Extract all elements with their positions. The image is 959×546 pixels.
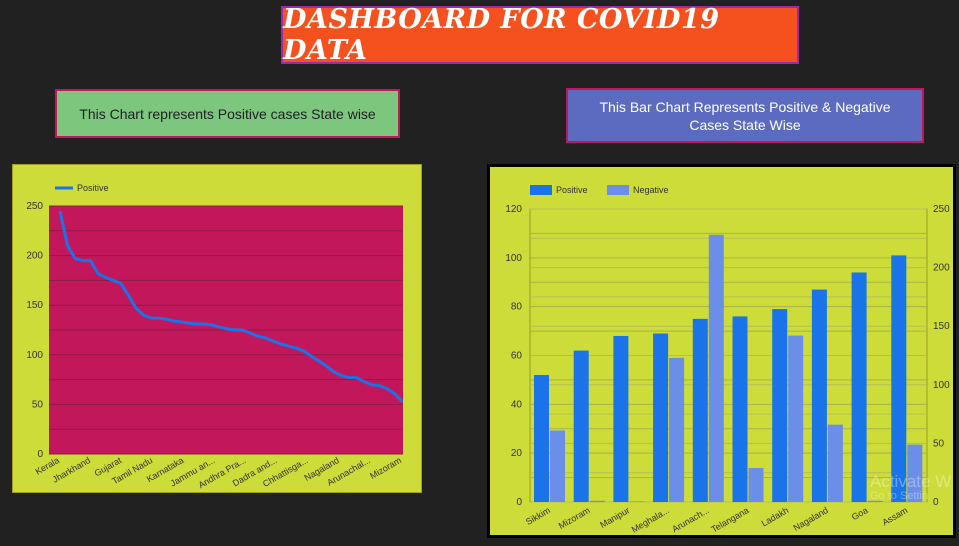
bar-chart-caption-text: This Bar Chart Represents Positive & Neg…	[599, 98, 891, 133]
y-tick-label: 50	[32, 399, 44, 410]
bar-positive	[573, 350, 589, 502]
y-left-tick-label: 60	[511, 351, 523, 362]
y-left-tick-label: 100	[505, 253, 522, 264]
bar-positive	[613, 335, 629, 502]
x-tick-label: Mizoram	[368, 455, 403, 481]
y-tick-label: 100	[26, 350, 43, 361]
legend-label-positive: Positive	[77, 183, 109, 193]
windows-activation-watermark: Activate W Go to Settin	[870, 472, 951, 502]
x-tick-label: Assam	[880, 505, 909, 527]
line-chart-caption-text: This Chart represents Positive cases Sta…	[79, 105, 376, 122]
y-left-tick-label: 80	[511, 302, 523, 313]
y-right-tick-label: 100	[933, 380, 950, 391]
x-tick-label: Manipur	[598, 505, 631, 530]
y-tick-label: 250	[26, 201, 43, 212]
x-tick-label: Arunach...	[670, 505, 711, 534]
bar-positive	[653, 333, 669, 502]
bar-positive	[692, 318, 708, 502]
x-tick-label: Ladakh	[760, 505, 791, 528]
y-left-tick-label: 0	[516, 497, 522, 508]
positive-negative-bar-chart[interactable]: 120 100 80 60 40 20 0 250 200 150 100 50 0 Positive Ne…	[487, 164, 956, 538]
bar-negative	[589, 500, 605, 502]
bar-positive	[732, 316, 748, 502]
watermark-line1: Activate W	[870, 472, 952, 491]
y-right-tick-label: 50	[933, 438, 945, 449]
y-right-tick-label: 200	[933, 263, 950, 274]
y-left-tick-label: 120	[505, 204, 522, 215]
x-tick-label: Goa	[850, 505, 870, 522]
legend-swatch-negative	[607, 185, 629, 195]
bar-positive	[811, 289, 827, 502]
legend-label-positive: Positive	[556, 185, 588, 195]
y-tick-label: 150	[26, 300, 43, 311]
y-tick-label: 200	[26, 251, 43, 262]
bar-positive	[534, 375, 549, 502]
y-left-tick-label: 40	[511, 399, 523, 410]
bar-negative	[867, 500, 883, 502]
x-tick-label: Sikkim	[524, 505, 552, 527]
y-tick-label: 0	[37, 449, 43, 460]
positive-cases-line-chart[interactable]: 250 200 150 100 50 0 Positive Kerala Jharkhand Gu…	[12, 164, 422, 493]
legend-label-negative: Negative	[633, 185, 669, 195]
x-tick-label: Nagaland	[792, 505, 830, 533]
bar-negative	[907, 444, 923, 502]
bar-negative	[827, 424, 843, 502]
y-right-tick-label: 250	[933, 204, 950, 215]
bar-negative	[550, 430, 565, 502]
watermark-line2: Go to Settin	[870, 490, 929, 502]
x-tick-label: Mizoram	[557, 505, 592, 531]
bar-positive	[772, 309, 788, 502]
dashboard-title: DASHBOARD FOR COVID19 DATA	[283, 4, 720, 66]
x-tick-label: Telangana	[710, 505, 751, 534]
bar-negative	[788, 335, 804, 502]
bar-negative	[629, 501, 645, 502]
y-right-tick-label: 0	[933, 497, 939, 508]
bar-positive	[851, 272, 867, 502]
line-chart-caption: This Chart represents Positive cases Sta…	[55, 89, 400, 138]
x-tick-label: Meghala...	[630, 505, 671, 535]
dashboard-title-banner: DASHBOARD FOR COVID19 DATA	[281, 4, 799, 66]
bar-negative	[708, 234, 724, 502]
bar-chart-caption: This Bar Chart Represents Positive & Neg…	[566, 88, 924, 143]
y-right-tick-label: 150	[933, 321, 950, 332]
series-line-positive	[58, 210, 404, 403]
legend-swatch-positive	[530, 185, 552, 195]
y-left-tick-label: 20	[511, 448, 523, 459]
bar-positive	[891, 255, 907, 502]
bar-negative	[748, 468, 764, 502]
bar-negative	[669, 357, 685, 502]
